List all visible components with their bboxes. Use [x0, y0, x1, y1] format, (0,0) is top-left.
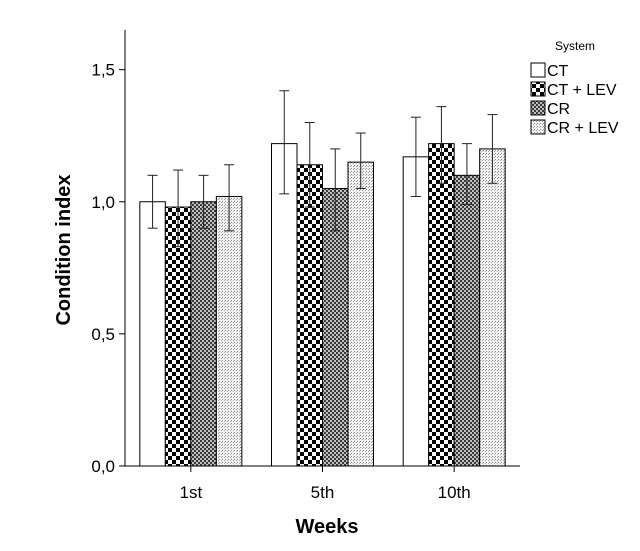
legend-label: CT [547, 63, 569, 80]
error-bars [147, 90, 498, 248]
bar-cr-lev-1st [215, 195, 243, 467]
legend-label: CT + LEV [547, 82, 617, 99]
legend-swatch [530, 100, 546, 116]
bar-cr-5th [322, 188, 349, 467]
bar-ct-10th [402, 156, 430, 467]
bar-ct-1st [139, 201, 166, 467]
legend-title: System [555, 39, 595, 53]
y-tick-label: 0,0 [91, 457, 115, 476]
legend-label: CR + LEV [547, 120, 619, 137]
x-tick-label: 1st [179, 483, 202, 502]
x-tick-label: 10th [438, 483, 471, 502]
legend: System CT CT + LEV CR CR + LEV [530, 39, 619, 137]
y-tick-label: 1,0 [91, 193, 115, 212]
y-tick-label: 0,5 [91, 325, 115, 344]
bar-cr-1st [190, 201, 217, 467]
y-tick-label: 1,5 [91, 61, 115, 80]
bar-ct-lev-10th [428, 143, 455, 467]
legend-swatch [530, 119, 546, 135]
y-axis-label: Condition index [53, 174, 75, 325]
x-axis-label: Weeks [295, 516, 358, 538]
x-tick-label: 5th [311, 483, 335, 502]
legend-label: CR [547, 101, 570, 118]
bar-ct-lev-5th [296, 164, 323, 467]
legend-swatch [530, 62, 546, 78]
axis-labels: Condition index Weeks [53, 174, 359, 538]
bar-cr-lev-10th [479, 148, 506, 467]
bar-cr-10th [453, 174, 481, 467]
legend-swatch [530, 81, 546, 97]
bars [139, 143, 506, 467]
bar-cr-lev-5th [347, 161, 374, 467]
